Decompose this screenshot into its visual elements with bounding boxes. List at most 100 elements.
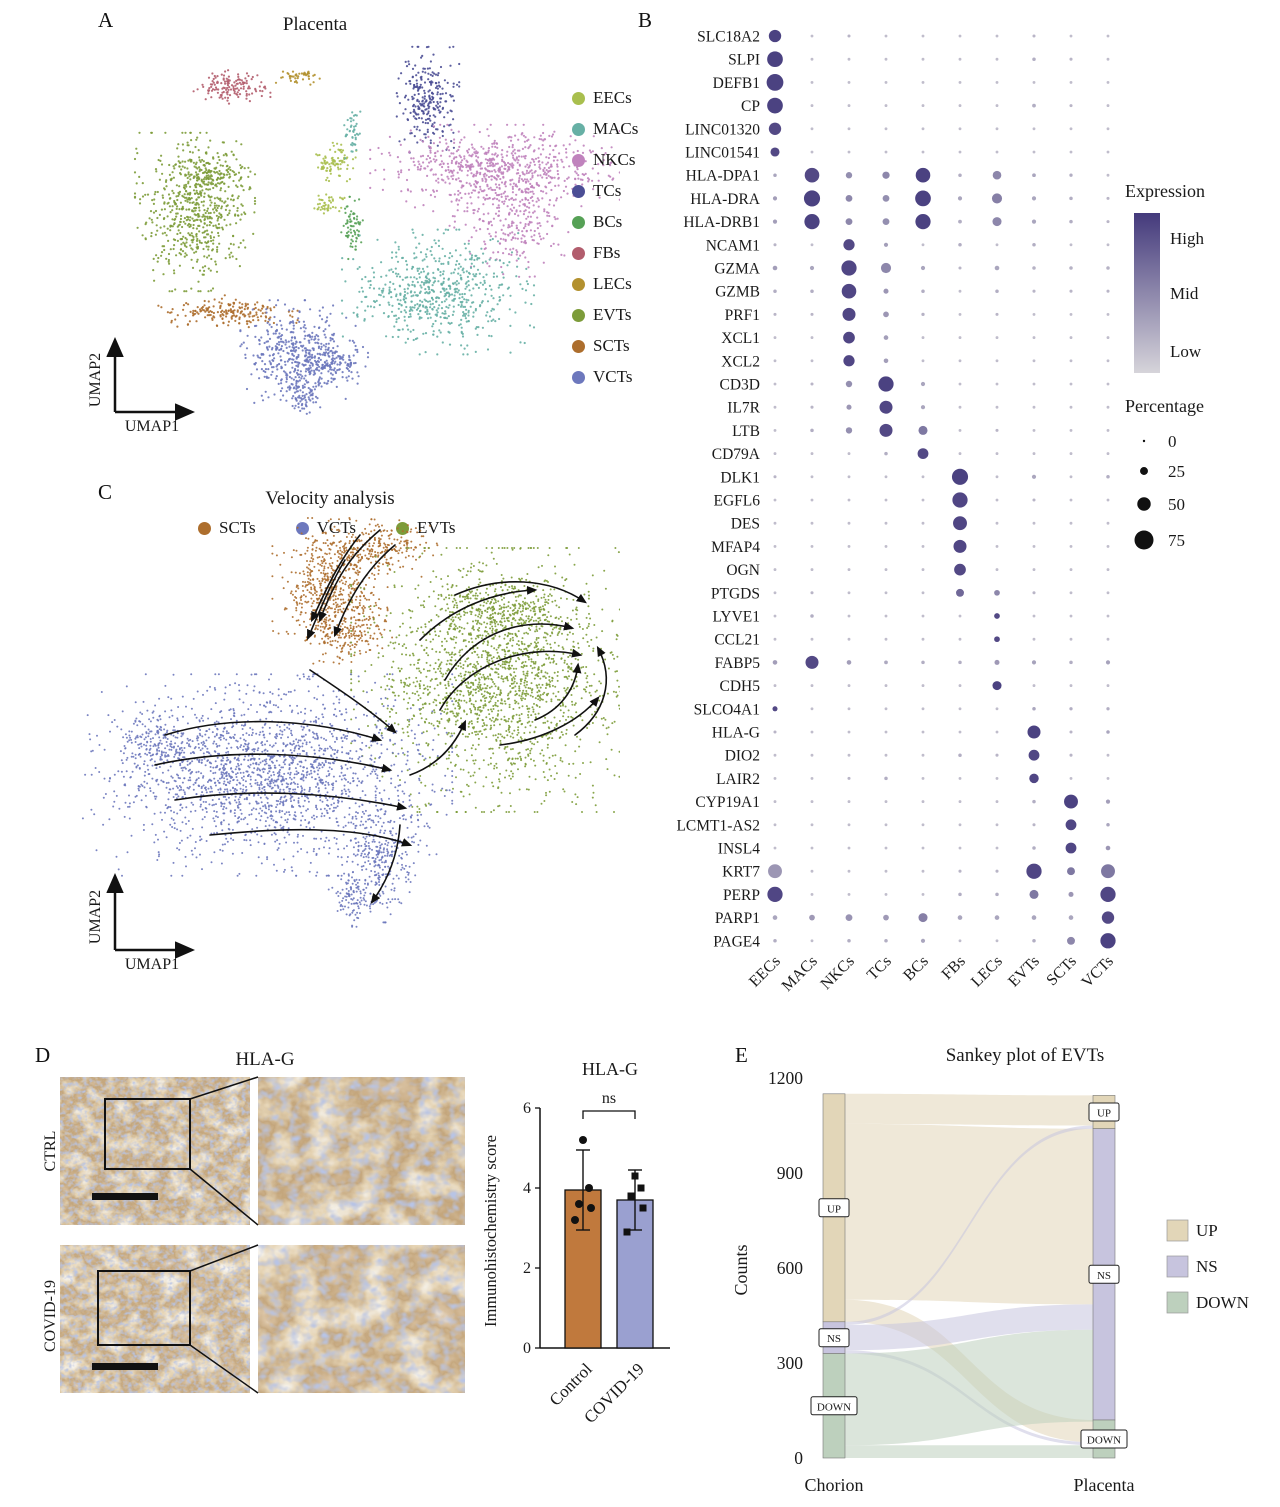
expression-dot (847, 614, 851, 618)
sankey-legend: UP NS DOWN (1166, 1219, 1249, 1314)
expression-dot (883, 335, 889, 340)
expression-dot (995, 150, 999, 154)
gene-label: HLA-DRA (690, 191, 761, 208)
expression-dot (847, 823, 851, 827)
stratum-label-box (1088, 1102, 1120, 1122)
expression-dot (1106, 776, 1110, 780)
expression-dot (995, 359, 999, 363)
celltype-label: NKCs (818, 953, 858, 993)
expression-dot (956, 588, 964, 597)
expression-dot (810, 707, 814, 711)
data-point (623, 1228, 631, 1236)
expression-dot (921, 544, 925, 548)
expression-dot (995, 939, 999, 943)
significance-label: ns (602, 1090, 616, 1107)
expression-dot (1101, 911, 1115, 924)
expression-dot (1105, 845, 1111, 851)
expression-dot (1106, 521, 1110, 525)
expression-dot (958, 730, 962, 734)
expression-dot (810, 846, 814, 850)
counts-tick-label: 900 (777, 1163, 804, 1183)
expression-dot (1069, 684, 1073, 688)
umap1-axis-label: UMAP1 (125, 956, 179, 973)
data-point (571, 1216, 579, 1224)
gene-label: CD3D (720, 377, 760, 394)
expression-dot (1032, 80, 1036, 84)
expression-dot (883, 914, 889, 921)
barchart-y-axis-label: Immunohistochemistry score (481, 1135, 500, 1327)
expression-dot (958, 359, 962, 363)
stratum-label-box (1080, 1429, 1128, 1449)
scts-color-dot (572, 339, 585, 353)
expression-dot (958, 614, 962, 618)
umap2-axis-label: UMAP2 (87, 890, 104, 944)
expression-dot (845, 194, 853, 202)
gene-labels: SLC18A2 SLPI DEFB1 CP LINC01320 LINC01541 HLA-… (676, 29, 760, 951)
gene-label: DEFB1 (713, 75, 760, 92)
expression-dot (958, 104, 962, 108)
expression-dot (773, 800, 777, 804)
expression-dot (995, 869, 999, 873)
expression-dot (843, 355, 855, 367)
umap-placenta-plot: UMAP2 UMAP1 (87, 45, 620, 435)
expression-dot (773, 428, 777, 432)
expression-dot (995, 243, 999, 247)
expression-dot (884, 823, 888, 827)
stratum-label: DOWN (1087, 1435, 1121, 1447)
expression-dot (847, 846, 851, 850)
expression-dot (883, 288, 889, 294)
sankey-flows (845, 1093, 1093, 1458)
panel-e-label: E (735, 1043, 748, 1067)
cluster-points-VCTs (239, 299, 370, 415)
expression-dot (809, 914, 815, 921)
barchart-title: HLA-G (582, 1059, 638, 1079)
expression-dot (810, 753, 814, 757)
expression-dot (847, 34, 851, 38)
expression-dot (1105, 799, 1111, 804)
legend-label: VCTs (593, 367, 633, 386)
ihc-image-ctrl (60, 1077, 250, 1225)
gene-label: PRF1 (725, 307, 760, 324)
expression-dot (767, 51, 783, 68)
expression-dot (958, 336, 962, 340)
celltype-label: EECs (746, 953, 784, 991)
ihc-image-covid-zoom (258, 1245, 465, 1393)
expression-dot (1106, 57, 1110, 61)
cluster-points-VCTs (81, 673, 454, 928)
expression-dot (1106, 80, 1110, 84)
expression-dot (958, 823, 962, 827)
zoom-connector-line (189, 1244, 259, 1272)
expression-dot (921, 892, 925, 896)
expression-dot (921, 614, 925, 618)
down-color-swatch (1166, 1291, 1189, 1314)
expression-dot (1069, 475, 1073, 479)
expression-dot (915, 167, 931, 183)
scale-bar (92, 1193, 158, 1200)
expression-dot (1032, 823, 1036, 827)
gene-label: CDH5 (720, 678, 761, 695)
expression-dot (878, 376, 894, 392)
expression-dot (958, 382, 962, 386)
panel-b-label: B (638, 8, 653, 32)
percentage-legend-title: Percentage (1125, 396, 1204, 416)
expression-dot (772, 219, 778, 224)
expression-low-label: Low (1170, 342, 1202, 361)
expression-dot (805, 655, 819, 669)
expression-dot (1106, 382, 1110, 386)
panel-e: E Sankey plot of EVTs Counts Chorion Pla… (725, 1035, 1280, 1507)
gene-label: DIO2 (725, 748, 760, 765)
expression-dot (884, 730, 888, 734)
expression-dot (773, 591, 777, 595)
gene-label: GZMB (715, 284, 760, 301)
expression-dot (1105, 660, 1111, 665)
expression-dot (773, 730, 777, 734)
expression-dot (958, 34, 962, 38)
expression-dot (1065, 819, 1077, 831)
cluster-points-BCs (340, 195, 364, 261)
expression-dot (1032, 544, 1036, 548)
celltype-label: LECs (968, 953, 1006, 991)
gene-label: CYP19A1 (695, 794, 760, 811)
expression-dot (921, 127, 925, 131)
expression-dot (1032, 637, 1036, 641)
expression-dot (1069, 544, 1073, 548)
